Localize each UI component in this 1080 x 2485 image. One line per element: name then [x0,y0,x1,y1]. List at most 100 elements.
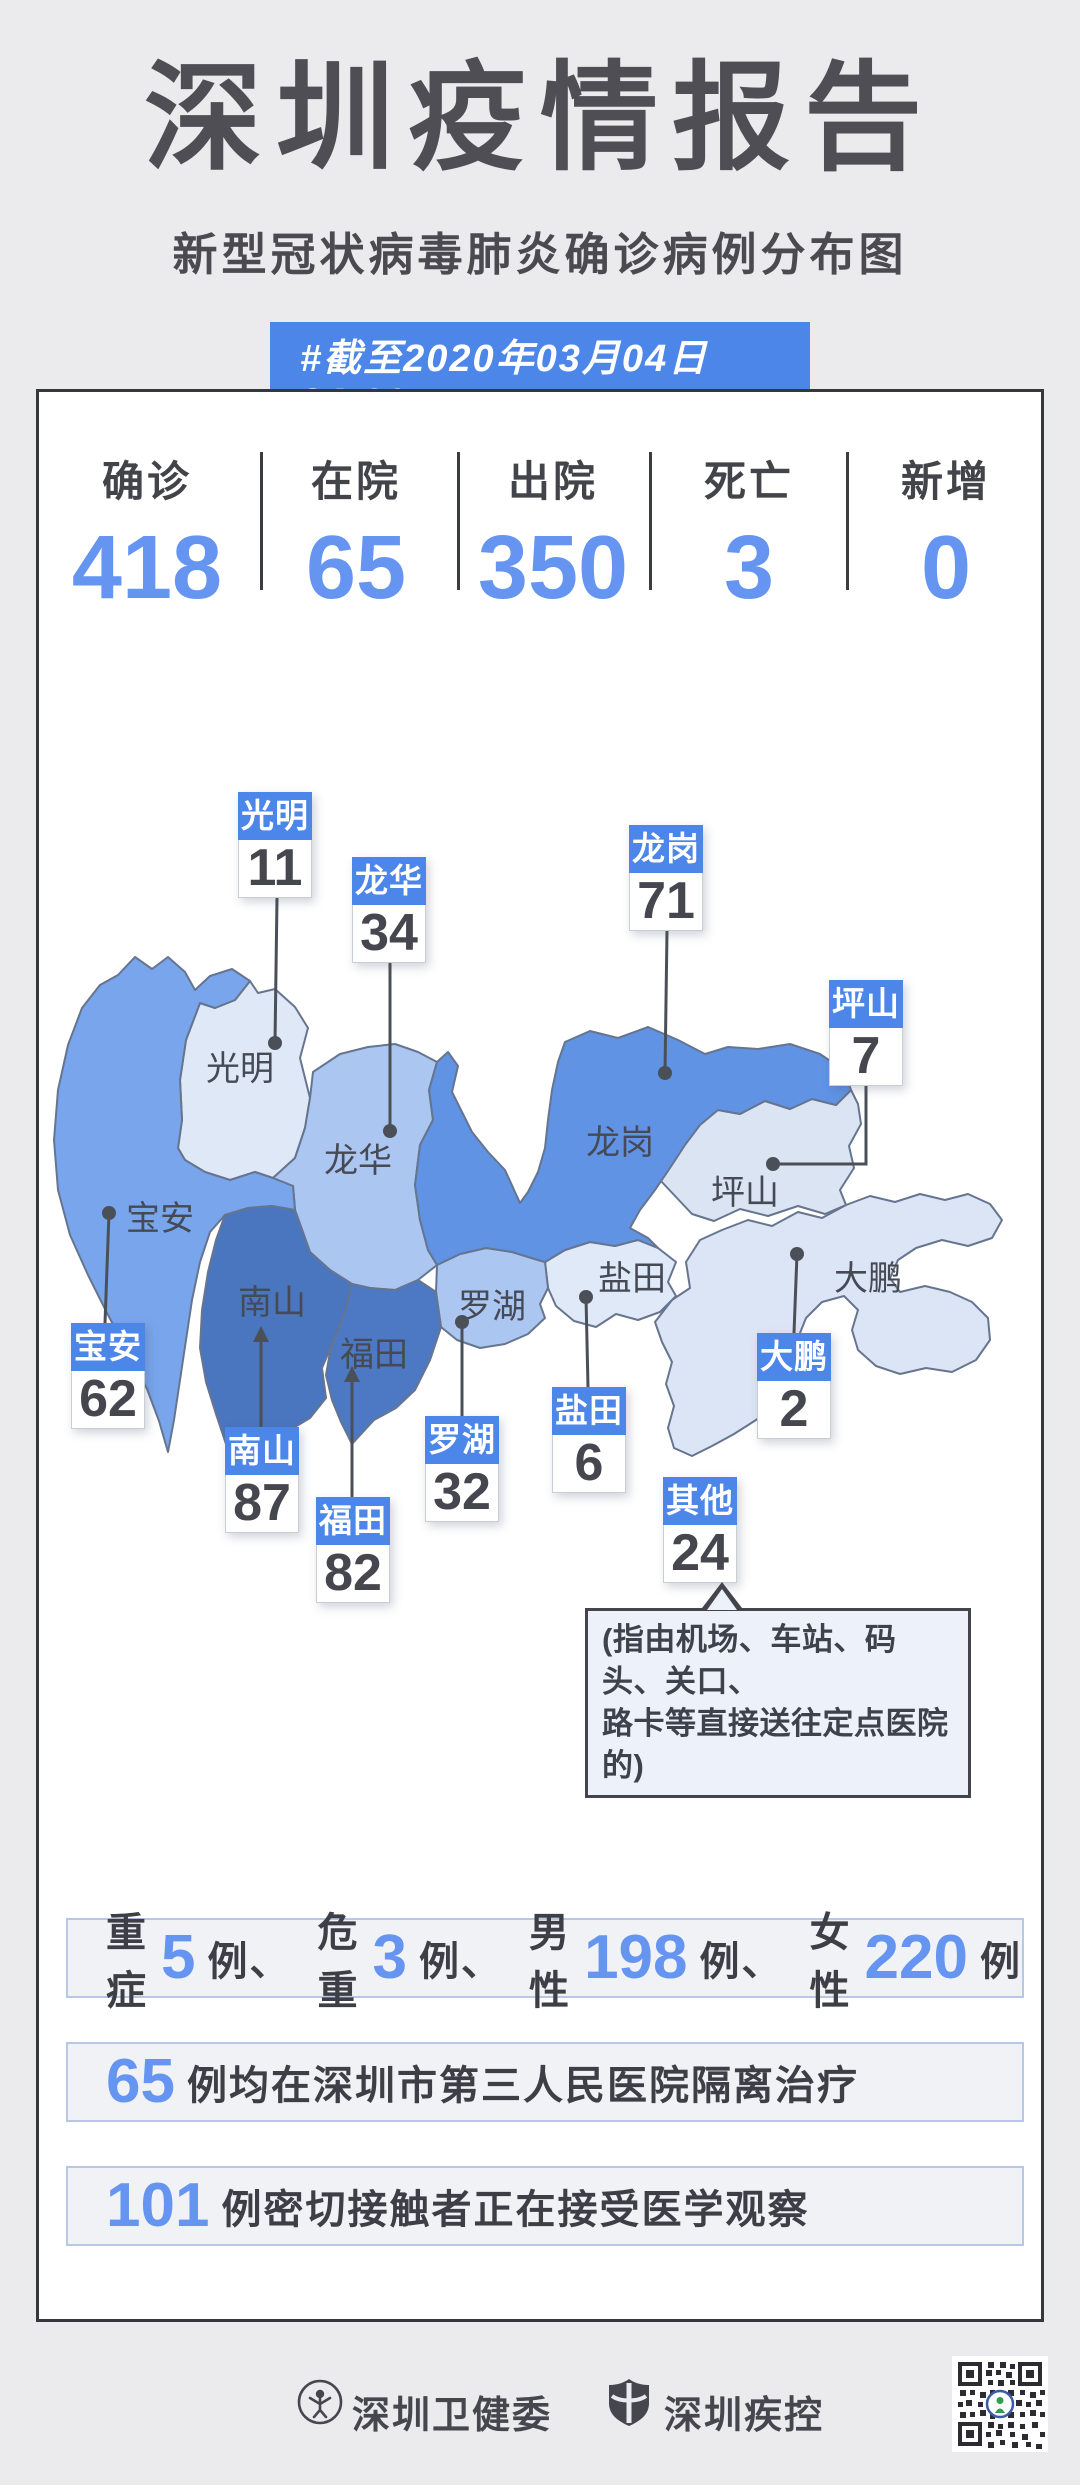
district-label-dapeng-name: 大鹏 [757,1333,831,1381]
female-value: 220 [864,1923,968,1992]
severe-value: 5 [161,1923,196,1992]
connector-baoan [102,1206,116,1324]
map-name-longgang: 龙岗 [586,1124,654,1162]
map-name-pingshan: 坪山 [711,1174,779,1212]
stats-divider [846,452,849,590]
female-label: 女性 [809,1911,852,2013]
stat-discharged: 出院 350 [443,448,663,613]
stat-new-value: 0 [920,518,972,618]
footer-org2-label: 深圳疾控 [664,2395,825,2437]
district-label-yantian-name: 盐田 [552,1387,626,1435]
stat-in-hospital-value: 65 [305,518,407,618]
critical-suffix: 例、 [419,1940,504,1984]
stat-in-hospital-label: 在院 [310,458,401,505]
stat-new-label: 新增 [900,458,991,505]
district-label-longhua: 龙华 34 [352,857,426,963]
map-name-baoan: 宝安 [126,1200,194,1238]
stat-deaths: 死亡 3 [639,448,859,613]
district-label-nanshan: 南山 87 [225,1427,299,1533]
stat-discharged-value: 350 [477,518,629,618]
severe-label: 重症 [106,1911,148,2013]
district-label-nanshan-name: 南山 [225,1427,299,1475]
district-label-dapeng: 大鹏 2 [757,1333,831,1439]
male-label: 男性 [529,1911,572,2013]
hospital-value: 65 [106,2047,175,2116]
critical-value: 3 [372,1923,408,1992]
shenzhen-cdc-logo-icon [609,2379,649,2426]
note-line-1: (指由机场、车站、码头、关口、 [602,1622,897,1699]
stat-confirmed-value: 418 [71,518,223,618]
district-label-pingshan-name: 坪山 [829,980,903,1028]
district-label-futian-value: 82 [316,1545,390,1603]
stats-divider [649,452,652,590]
district-label-baoan-name: 宝安 [71,1323,145,1371]
district-label-longgang-name: 龙岗 [629,825,703,873]
district-label-baoan-value: 62 [71,1371,145,1429]
footer-org1-label: 深圳卫健委 [352,2395,553,2437]
connector-pingshan [766,1086,868,1171]
district-label-luohu-value: 32 [425,1464,499,1522]
district-label-longgang-value: 71 [629,873,703,931]
map-name-longhua: 龙华 [324,1142,392,1180]
stat-deaths-value: 3 [723,518,775,618]
map-name-dapeng: 大鹏 [834,1260,902,1298]
district-shape-futian [325,1279,442,1445]
connector-guangming [268,897,282,1050]
summary-row-hospital: 65 例均在深圳市第三人民医院隔离治疗 [66,2042,1024,2122]
district-label-longhua-name: 龙华 [352,857,426,905]
connector-yantian [579,1290,593,1388]
district-label-futian: 福田 82 [316,1497,390,1603]
district-label-baoan: 宝安 62 [71,1323,145,1429]
summary-row-observation: 101 例密切接触者正在接受医学观察 [66,2166,1024,2246]
map-name-nanshan: 南山 [238,1284,306,1322]
district-label-guangming: 光明 11 [238,792,312,898]
district-label-futian-name: 福田 [316,1497,390,1545]
stat-new: 新增 0 [836,448,1056,613]
qr-code [952,2356,1048,2452]
shenzhen-health-commission-logo-icon [297,2379,343,2425]
connector-luohu [455,1315,469,1416]
district-label-guangming-name: 光明 [238,792,312,840]
map-name-futian: 福田 [340,1336,408,1374]
district-label-longhua-value: 34 [352,905,426,963]
district-label-pingshan: 坪山 7 [829,980,903,1086]
stats-divider [260,452,263,590]
district-label-pingshan-value: 7 [829,1028,903,1086]
stat-discharged-label: 出院 [507,458,598,505]
connector-futian [344,1366,360,1497]
district-label-other-value: 24 [663,1525,737,1583]
severe-suffix: 例、 [207,1940,292,1984]
district-label-luohu-name: 罗湖 [425,1416,499,1464]
connector-nanshan [253,1326,269,1427]
district-label-yantian: 盐田 6 [552,1387,626,1493]
connector-dapeng [790,1247,804,1334]
female-suffix: 例 [980,1940,1022,1984]
district-shape-dapeng [654,1193,1003,1457]
critical-label: 危重 [317,1911,360,2013]
note-pointer-icon [707,1589,737,1610]
hospital-text: 例均在深圳市第三人民医院隔离治疗 [186,2064,859,2108]
other-cases-note: (指由机场、车站、码头、关口、 路卡等直接送往定点医院的) [585,1608,971,1798]
male-value: 198 [584,1923,688,1992]
stat-confirmed: 确诊 418 [37,448,257,613]
note-line-2: 路卡等直接送往定点医院的) [602,1706,949,1783]
male-suffix: 例、 [699,1940,784,1984]
connector-longgang [658,930,672,1080]
district-label-longgang: 龙岗 71 [629,825,703,931]
stat-confirmed-label: 确诊 [101,458,192,505]
summary-row-severity-gender: 重症 5 例、 危重 3 例、 男性 198 例、 女性 220 例 [66,1911,1024,2013]
district-label-nanshan-value: 87 [225,1475,299,1533]
district-label-other-name: 其他 [663,1477,737,1525]
district-label-dapeng-value: 2 [757,1381,831,1439]
stats-divider [457,452,460,590]
page-subtitle: 新型冠状病毒肺炎确诊病例分布图 [172,229,908,280]
map-name-luohu: 罗湖 [458,1288,526,1326]
shenzhen-district-map: 宝安 光明 龙华 龙岗 坪山 南山 福田 罗湖 盐田 大鹏 [53,897,1003,1497]
page-title: 深圳疫情报告 [143,53,936,185]
district-label-other: 其他 24 [663,1477,737,1583]
observation-value: 101 [106,2171,210,2240]
district-label-yantian-value: 6 [552,1435,626,1493]
map-name-guangming: 光明 [206,1050,274,1088]
stat-deaths-label: 死亡 [703,458,794,505]
